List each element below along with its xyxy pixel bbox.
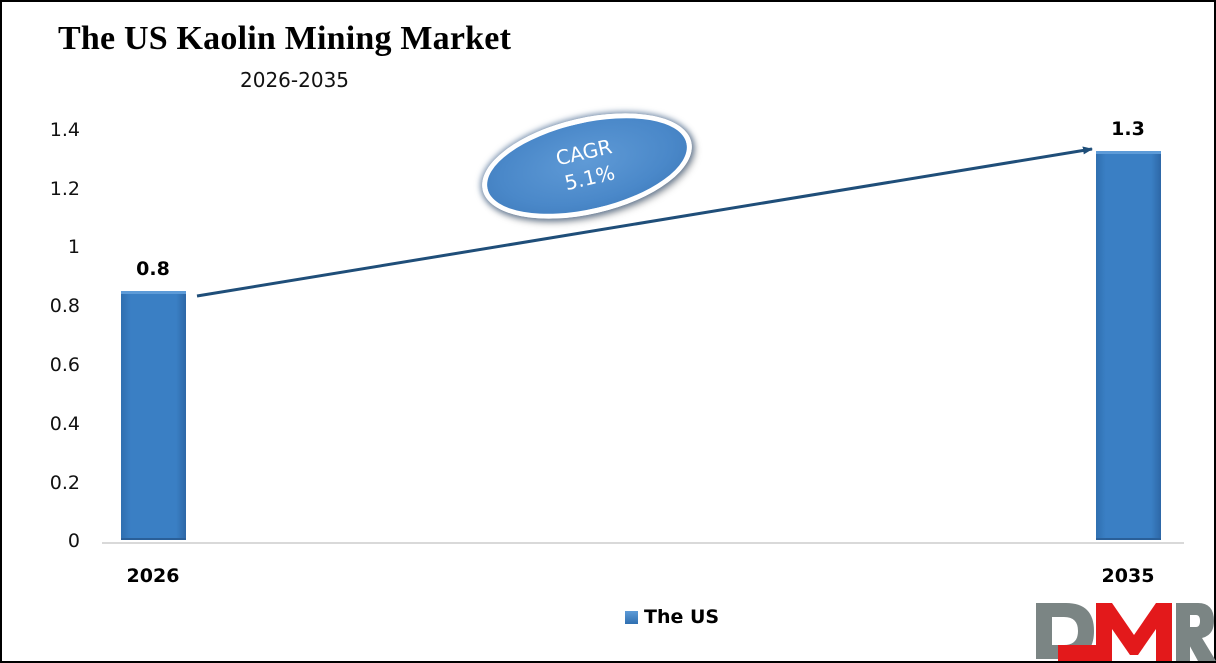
y-tick-label: 0.4	[49, 413, 80, 435]
chart-title: The US Kaolin Mining Market	[58, 20, 512, 57]
y-tick-label: 0.8	[49, 295, 80, 317]
dmr-logo-icon	[1036, 603, 1216, 661]
y-tick-label: 1.4	[49, 119, 80, 141]
bar-value-label: 1.3	[1111, 118, 1145, 140]
bar-value-label: 0.8	[136, 258, 170, 280]
legend-label: The US	[644, 606, 720, 628]
y-tick-label: 1	[67, 236, 80, 258]
y-tick-label: 1.2	[49, 178, 80, 200]
legend-swatch-icon	[625, 610, 638, 624]
bar-2026	[121, 291, 186, 540]
x-axis-line	[102, 542, 1184, 544]
chart-legend: The US	[625, 606, 719, 628]
y-tick-label: 0	[67, 530, 80, 552]
chart-subtitle: 2026-2035	[240, 68, 350, 92]
bar-2035	[1096, 151, 1161, 540]
y-tick-label: 0.2	[49, 472, 80, 494]
x-tick-label: 2026	[126, 565, 180, 587]
x-tick-label: 2035	[1101, 565, 1155, 587]
y-tick-label: 0.6	[49, 354, 80, 376]
